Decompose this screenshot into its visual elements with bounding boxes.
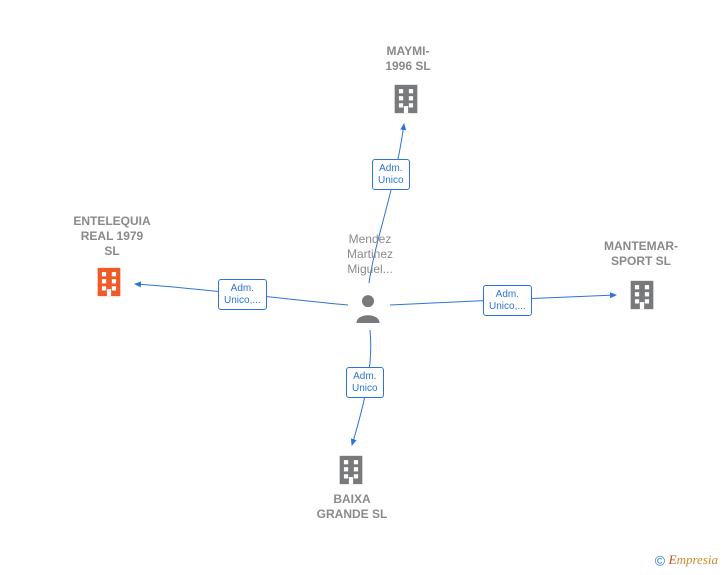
node-label: BAIXA GRANDE SL [311, 492, 393, 522]
edge-label: Adm. Unico [346, 367, 384, 398]
edge-label: Adm. Unico,... [483, 285, 532, 316]
node-label: MANTEMAR- SPORT SL [593, 239, 689, 269]
copyright-symbol: © [655, 553, 665, 569]
node-label: MAYMI- 1996 SL [373, 44, 443, 74]
person-icon [354, 293, 382, 323]
brand-text: Empresia [669, 552, 718, 567]
building-icon [334, 453, 368, 487]
edge-label: Adm. Unico,... [218, 279, 267, 310]
node-label: ENTELEQUIA REAL 1979 SL [66, 214, 158, 259]
footer-branding: © Empresia [655, 552, 718, 569]
building-icon [92, 265, 126, 299]
center-node-label: Mendez Martinez Miguel... [340, 232, 400, 277]
edge-label: Adm. Unico [372, 159, 410, 190]
building-icon [625, 278, 659, 312]
building-icon [389, 82, 423, 116]
